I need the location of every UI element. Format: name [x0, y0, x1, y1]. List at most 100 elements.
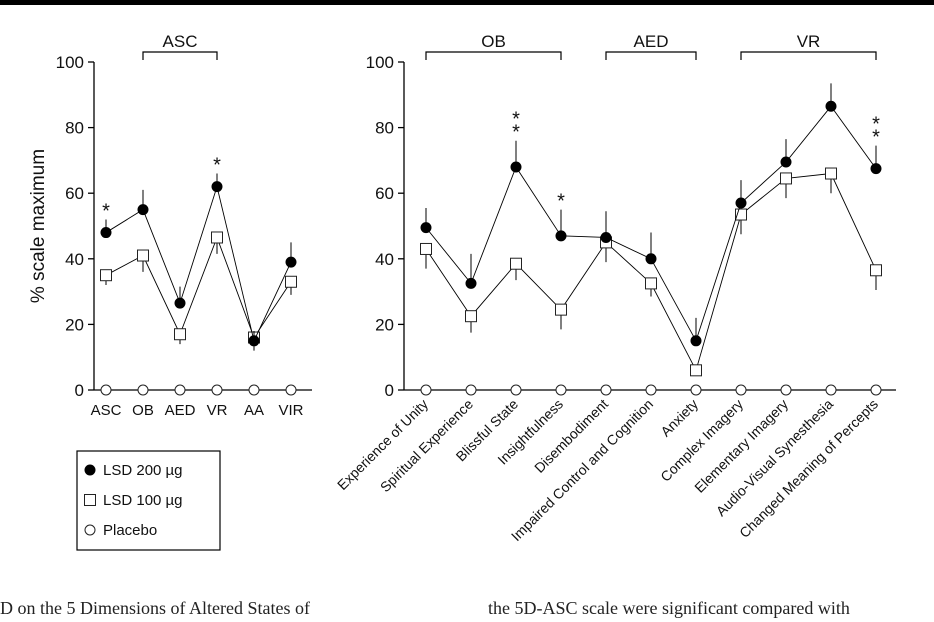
panel2-significance-marker: *: [512, 109, 520, 131]
panel2-bracket-ob: [425, 51, 562, 60]
panel2-bracket-aed: [605, 51, 697, 60]
panel2-y-tick-label: 20: [375, 315, 394, 334]
panel1-y-tick-label: 20: [65, 315, 84, 334]
panel1-series-lsd-200-g-point: [211, 181, 223, 193]
panel2-series-lsd-100-g-point: [780, 172, 792, 185]
panel2-series-lsd-200-g-point: [825, 100, 837, 112]
panel1-series-lsd-200-g-point: [174, 297, 186, 309]
panel2-series-placebo-point: [600, 384, 612, 396]
panel1-series-placebo-point: [248, 384, 260, 396]
panel1-series-lsd-100-g-point: [174, 328, 186, 341]
panel1-x-tick-label-asc: ASC: [91, 402, 122, 419]
panel1-series-lsd-100-g-point: [100, 269, 112, 282]
panel2-series-lsd-200-g-point: [735, 197, 747, 209]
panel2-y-tick-label: 80: [375, 119, 394, 138]
panel1-bracket-label-asc: ASC: [163, 32, 198, 51]
panel2-series-lsd-100-g-point: [735, 208, 747, 221]
panel1-series-lsd-200-g-point: [248, 335, 260, 347]
panel1-bracket-asc: [142, 51, 218, 60]
panel2-series-lsd-100-g-point: [645, 277, 657, 290]
panel2-significance-marker: *: [872, 127, 880, 149]
panel1-x-tick-label-aa: AA: [244, 402, 264, 419]
panel1-significance-marker: *: [102, 200, 110, 222]
panel2-series-placebo-point: [780, 384, 792, 396]
panel2-series-lsd-100-g-point: [690, 364, 702, 377]
panel2-series-placebo-point: [465, 384, 477, 396]
panel2-bracket-label-vr: VR: [797, 32, 821, 51]
panel2-series-lsd-100-g-point: [420, 242, 432, 255]
panel2-series-lsd-200-g-point: [555, 230, 567, 242]
panel2-series-lsd-200-g-point: [645, 253, 657, 265]
panel2-y-tick-label: 100: [366, 53, 394, 72]
panel2-bracket-label-ob: OB: [481, 32, 506, 51]
panel1-y-tick-label: 40: [65, 250, 84, 269]
panel1-x-tick-label-vr: VR: [207, 402, 228, 419]
panel2-series-lsd-200-g-point: [780, 156, 792, 168]
panel2-bracket-vr: [740, 51, 877, 60]
legend-box: [76, 450, 221, 551]
panel2-y-tick-label: 60: [375, 184, 394, 203]
panel2-series-lsd-100-g-line: [425, 173, 877, 372]
panel1-x-tick-label-ob: OB: [132, 402, 154, 419]
panel2-y-tick-label: 40: [375, 250, 394, 269]
panel2-series-lsd-200-g-line: [425, 105, 877, 342]
panel1-series-lsd-100-g-point: [285, 275, 297, 288]
panel1-y-tick-label: 60: [65, 184, 84, 203]
panel1-series-lsd-200-g-point: [100, 227, 112, 239]
panel2-series-lsd-200-g-point: [420, 222, 432, 234]
panel1-y-axis-label: % scale maximum: [28, 149, 49, 303]
panel2-significance-marker: *: [512, 122, 520, 144]
panel2-series-lsd-200-g-point: [510, 161, 522, 173]
panel2-series-lsd-100-g-point: [825, 167, 837, 180]
caption-left: D on the 5 Dimensions of Altered States …: [0, 598, 310, 618]
panel2-bracket-label-aed: AED: [634, 32, 669, 51]
panel2-series-lsd-200-g-point: [690, 335, 702, 347]
panel1-series-lsd-100-g-line: [105, 236, 292, 339]
panel2-series-lsd-100-g-point: [555, 303, 567, 316]
panel2-significance-marker: *: [557, 191, 565, 213]
legend-label-placebo: Placebo: [103, 522, 157, 539]
panel2-significance-marker: *: [872, 114, 880, 136]
panel1-series-placebo-point: [137, 384, 149, 396]
legend-marker-lsd-100-g: [84, 494, 96, 506]
panel1-series-placebo-point: [285, 384, 297, 396]
panel2-series-placebo-point: [420, 384, 432, 396]
panel1-y-tick-label: 80: [65, 119, 84, 138]
panel1-series-lsd-100-g-point: [137, 249, 149, 262]
panel1-series-lsd-100-g-point: [211, 231, 223, 244]
legend-marker-placebo: [84, 524, 96, 536]
panel1-y-tick-label: 100: [56, 53, 84, 72]
panel2-x-tick-label-complex-imagery: Complex Imagery: [657, 396, 746, 485]
legend-label-lsd-200-g: LSD 200 µg: [103, 462, 183, 479]
panel2-series-placebo-point: [735, 384, 747, 396]
panel1-series-placebo-point: [174, 384, 186, 396]
panel1-series-lsd-200-g-point: [285, 256, 297, 268]
panel2-series-lsd-100-g-point: [870, 264, 882, 277]
panel1-y-tick-label: 0: [75, 381, 84, 400]
legend-label-lsd-100-g: LSD 100 µg: [103, 492, 183, 509]
panel2-series-placebo-point: [690, 384, 702, 396]
panel2-series-lsd-200-g-point: [870, 163, 882, 175]
panel1-x-tick-label-vir: VIR: [278, 402, 303, 419]
panel2-series-placebo-point: [825, 384, 837, 396]
panel2-series-placebo-point: [870, 384, 882, 396]
panel1-series-lsd-200-g-line: [105, 184, 292, 343]
caption-right: the 5D-ASC scale were significant compar…: [488, 598, 850, 618]
panel1-series-placebo-point: [211, 384, 223, 396]
panel2-series-lsd-100-g-point: [465, 310, 477, 323]
panel2-series-placebo-point: [510, 384, 522, 396]
top-rule: [0, 0, 934, 5]
panel1-series-lsd-200-g-point: [137, 204, 149, 216]
panel1-significance-marker: *: [213, 155, 221, 177]
panel2-x-tick-label-anxiety: Anxiety: [657, 396, 701, 440]
panel1-series-placebo-point: [100, 384, 112, 396]
panel1-x-tick-label-aed: AED: [165, 402, 196, 419]
panel2-series-placebo-point: [645, 384, 657, 396]
panel2-series-lsd-200-g-point: [600, 231, 612, 243]
figure: 0 20 40 60 80 100 % scale maximum ASC OB AED VR AA V…: [28, 32, 896, 551]
panel2-series-lsd-100-g-point: [510, 257, 522, 270]
legend-marker-lsd-200-g: [84, 464, 96, 476]
panel2-y-tick-label: 0: [385, 381, 394, 400]
panel2-series-lsd-200-g-point: [465, 277, 477, 289]
panel2-series-placebo-point: [555, 384, 567, 396]
